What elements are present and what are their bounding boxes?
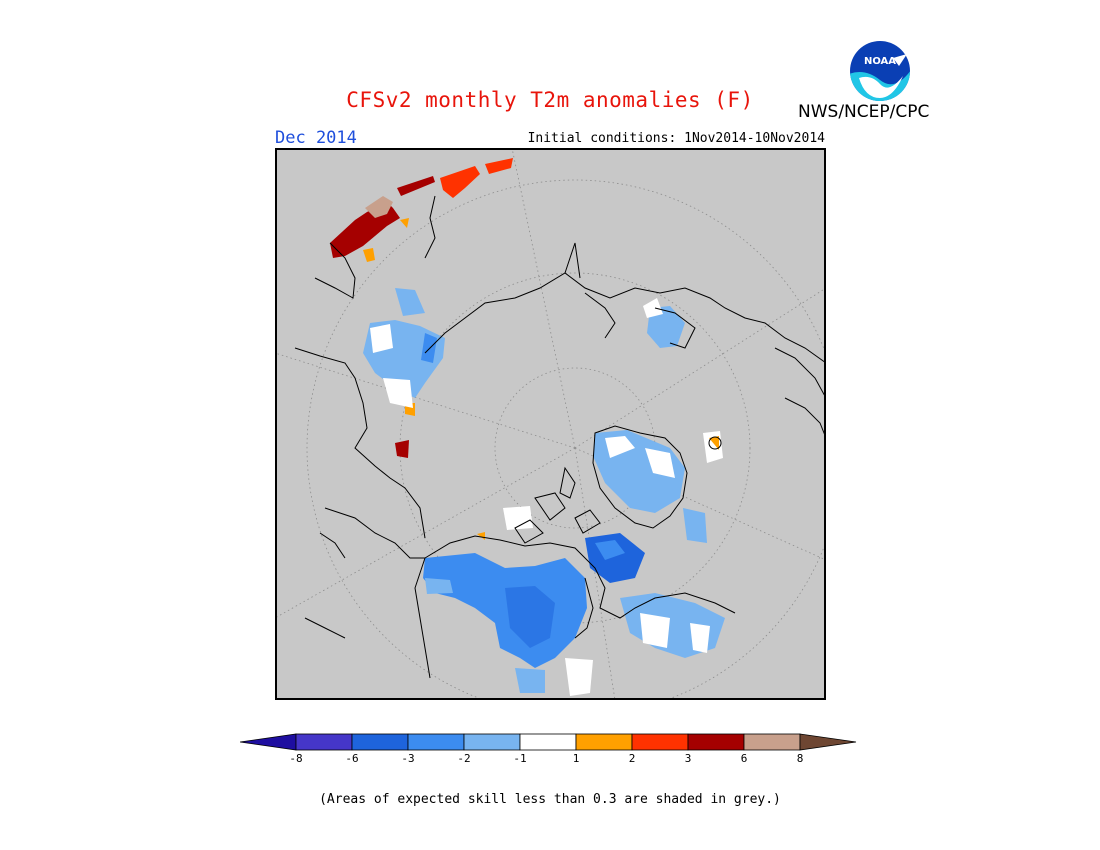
tick-label: 8 — [796, 752, 804, 765]
warm-anomalies-far-east — [330, 158, 513, 458]
cold-anomalies-siberia — [363, 288, 445, 408]
map-frame — [275, 148, 826, 700]
tick-label: 2 — [628, 752, 636, 765]
coastlines — [294, 195, 826, 679]
tick-label: -6 — [345, 752, 359, 765]
colorbar-bin — [799, 733, 857, 751]
colorbar-bin — [295, 733, 353, 751]
chart-title: CFSv2 monthly T2m anomalies (F) — [346, 88, 754, 112]
polar-anomaly-map — [275, 148, 826, 700]
tick-label: 1 — [572, 752, 580, 765]
tick-label: -8 — [289, 752, 303, 765]
agency-label: NWS/NCEP/CPC — [798, 102, 930, 122]
initial-conditions: Initial conditions: 1Nov2014-10Nov2014 — [527, 131, 825, 146]
colorbar-legend — [240, 733, 857, 751]
tick-label: -2 — [457, 752, 471, 765]
forecast-month: Dec 2014 — [275, 128, 357, 148]
colorbar-bin — [687, 733, 745, 751]
colorbar-bin — [631, 733, 689, 751]
cold-anomalies-north-america — [423, 506, 725, 696]
colorbar-bin — [351, 733, 409, 751]
cold-anomalies-greenland — [593, 430, 707, 543]
tick-label: 6 — [740, 752, 748, 765]
colorbar-bin — [519, 733, 577, 751]
tick-label: 3 — [684, 752, 692, 765]
noaa-logo-icon: NOAA — [850, 41, 910, 101]
logo-text: NOAA — [864, 56, 896, 67]
colorbar-bins — [240, 733, 857, 751]
colorbar-bin — [575, 733, 633, 751]
colorbar-ticks: -8 -6 -3 -2 -1 1 2 3 6 8 — [0, 752, 1100, 768]
colorbar-bin — [407, 733, 465, 751]
tick-label: -3 — [401, 752, 415, 765]
cold-anomalies-europe — [643, 298, 723, 463]
skill-footnote: (Areas of expected skill less than 0.3 a… — [319, 792, 781, 807]
colorbar-bin — [463, 733, 521, 751]
colorbar-bin — [743, 733, 801, 751]
colorbar-bin — [240, 733, 297, 751]
tick-label: -1 — [513, 752, 527, 765]
